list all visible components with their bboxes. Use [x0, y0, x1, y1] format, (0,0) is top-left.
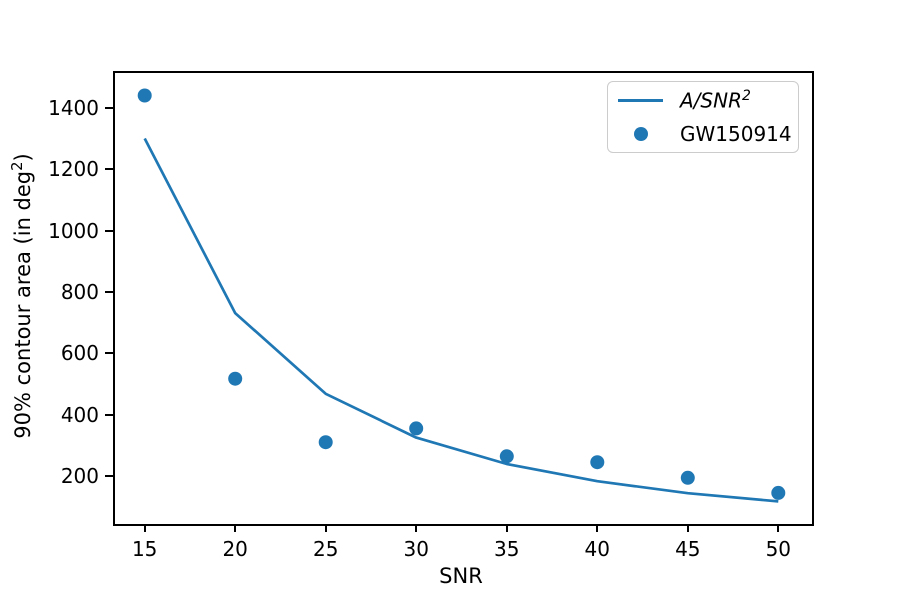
scatter-point	[680, 470, 695, 485]
scatter-point	[228, 371, 243, 386]
y-tick-label: 1000	[48, 218, 99, 243]
x-axis-label: SNR	[439, 564, 483, 588]
legend-line-swatch-icon	[618, 99, 663, 102]
legend-dot-swatch-icon	[633, 126, 648, 141]
scatter-point	[409, 421, 424, 436]
x-tick-mark	[234, 524, 237, 532]
x-tick-label: 15	[131, 537, 158, 561]
legend: A/SNR2 GW150914	[607, 81, 799, 153]
scatter-point	[499, 449, 514, 464]
chart-canvas	[137, 88, 786, 503]
y-tick-mark	[105, 474, 113, 477]
x-tick-label: 20	[222, 537, 248, 561]
scatter-point	[590, 455, 605, 470]
y-tick-label: 1200	[48, 157, 99, 182]
x-tick-label: 45	[675, 537, 701, 561]
legend-line-label: A/SNR2	[680, 88, 751, 113]
y-tick-mark	[105, 229, 113, 232]
x-tick-label: 25	[312, 537, 339, 561]
y-tick-label: 1400	[48, 95, 99, 120]
y-tick-mark	[105, 352, 113, 355]
legend-scatter-label: GW150914	[680, 121, 792, 146]
y-tick-label: 600	[60, 341, 99, 366]
x-tick-label: 30	[403, 537, 429, 561]
scatter-point	[137, 88, 152, 103]
y-axis-label-superscript: 2	[9, 161, 26, 171]
scatter-point	[318, 435, 333, 450]
y-tick-mark	[105, 106, 113, 109]
x-tick-mark	[596, 524, 599, 532]
model-line-series	[143, 137, 779, 503]
x-tick-label: 40	[584, 537, 610, 561]
y-tick-mark	[105, 168, 113, 171]
scatter-point	[771, 485, 786, 500]
x-tick-label: 35	[494, 537, 520, 561]
y-tick-label: 200	[60, 463, 99, 488]
legend-entry-scatter: GW150914	[616, 121, 792, 147]
legend-dot-sample	[618, 126, 663, 141]
x-tick-mark	[505, 524, 508, 532]
y-tick-mark	[105, 413, 113, 416]
x-tick-mark	[143, 524, 146, 532]
y-tick-mark	[105, 290, 113, 293]
x-tick-label: 50	[765, 537, 792, 561]
x-tick-mark	[324, 524, 327, 532]
x-tick-mark	[415, 524, 418, 532]
y-tick-label: 800	[60, 279, 99, 304]
legend-line-sample	[618, 99, 663, 102]
y-tick-label: 400	[60, 402, 99, 427]
y-axis-label-text: 90% contour area (in deg	[11, 170, 35, 439]
legend-entry-line: A/SNR2	[616, 88, 790, 114]
x-tick-mark	[777, 524, 780, 532]
x-tick-mark	[686, 524, 689, 532]
